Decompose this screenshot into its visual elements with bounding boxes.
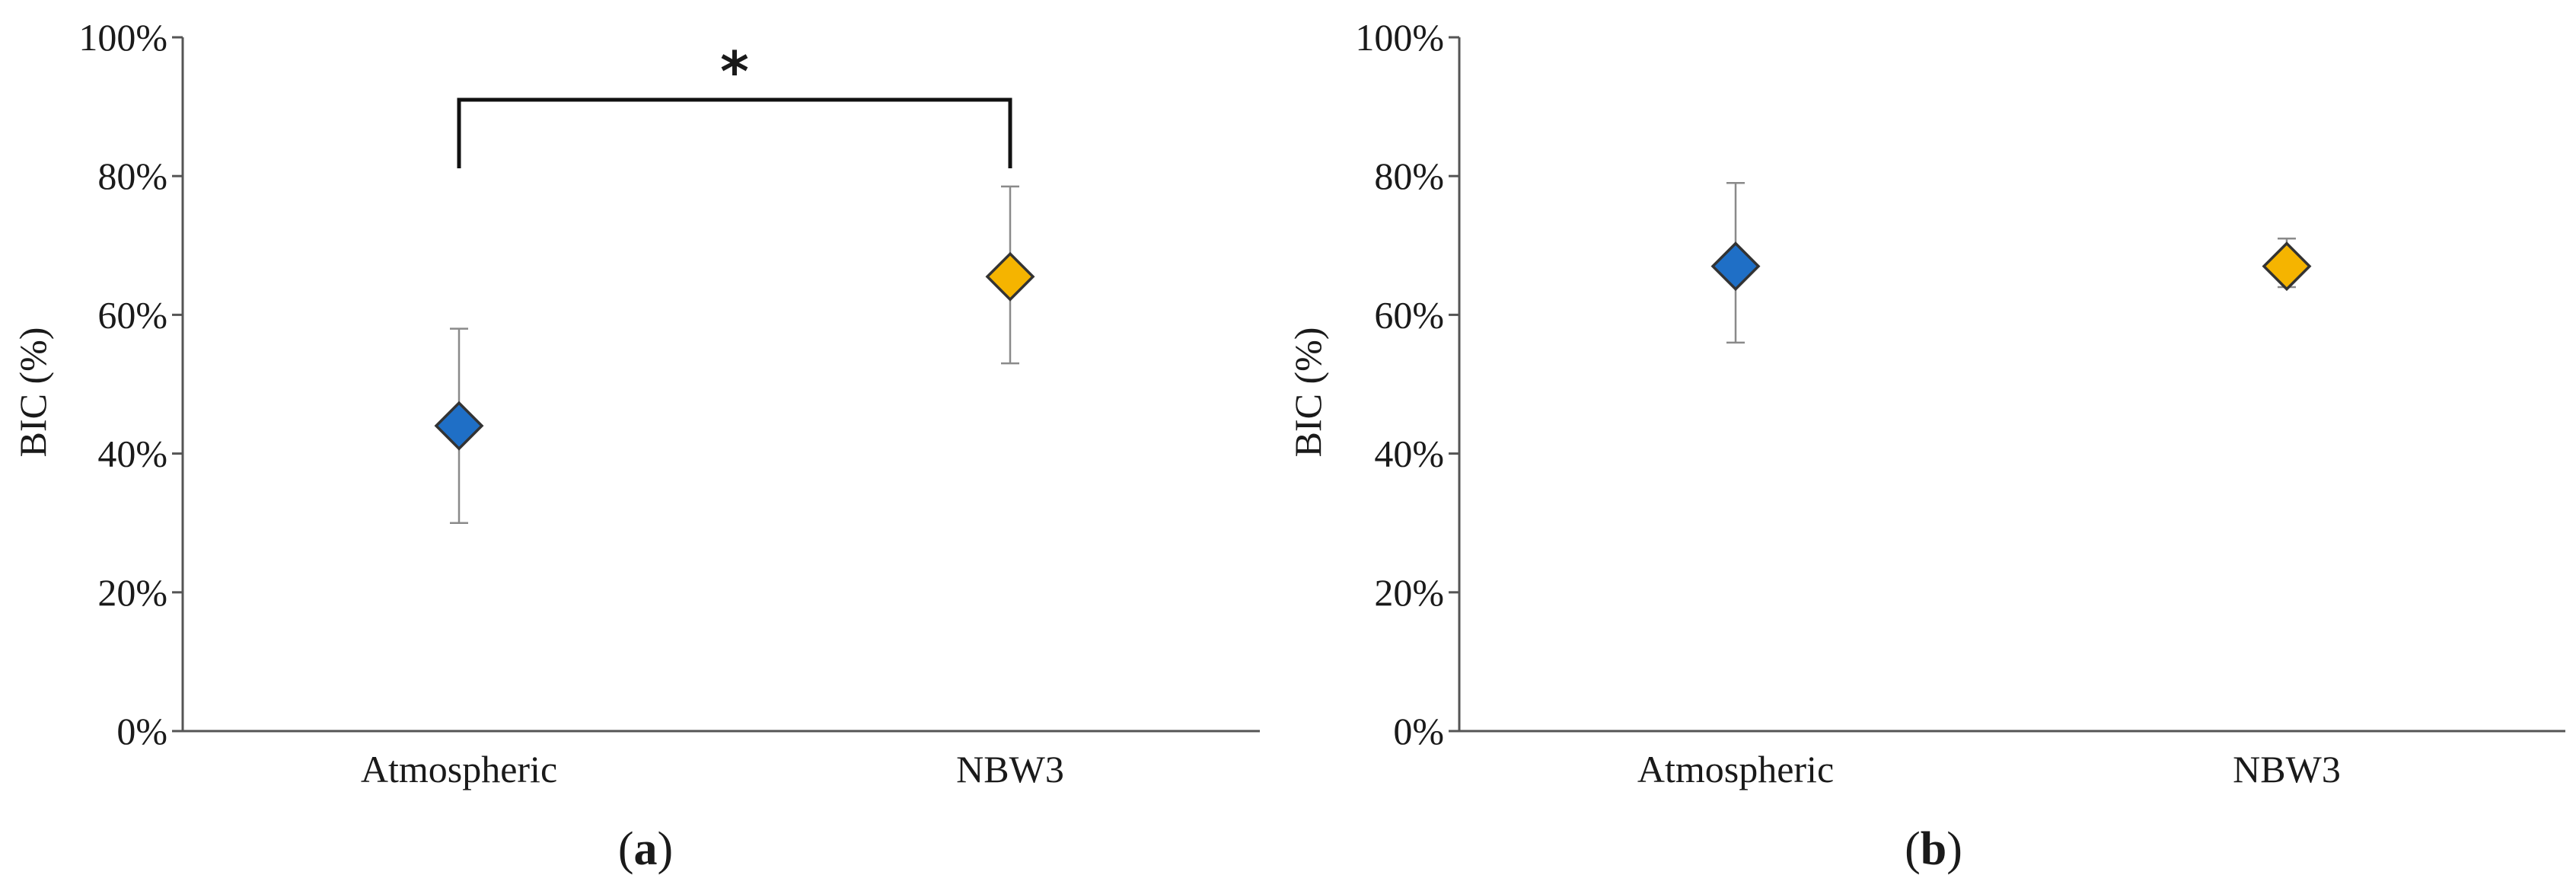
y-tick-label: 100% [78,16,167,59]
panel-a-x-tick-labels: Atmospheric NBW3 [361,748,1064,790]
panel-b-label: (b) [1905,823,1962,875]
x-tick-label: Atmospheric [361,748,557,790]
panel-b-label-letter: b [1921,823,1946,875]
panel-a-label: (a) [618,823,673,875]
panel-a-y-ticks: 0% 20% 40% 60% 80% 100% [78,16,183,752]
y-tick-label: 80% [97,155,167,197]
panel-a-y-axis-label: BIC (%) [11,327,54,458]
y-tick-label: 0% [116,710,167,752]
y-tick-label: 80% [1374,155,1444,197]
panel-a-label-letter: a [634,823,658,875]
panel-a-markers [434,251,1035,451]
significance-star: * [720,40,749,104]
y-tick-label: 40% [1374,433,1444,475]
y-tick-label: 60% [97,293,167,336]
panel-b-error-bars [1726,182,2296,344]
panel-b-y-axis-label: BIC (%) [1286,327,1329,458]
y-tick-label: 0% [1393,710,1444,752]
y-tick-label: 60% [1374,293,1444,336]
y-tick-label: 20% [97,571,167,614]
y-tick-label: 20% [1374,571,1444,614]
data-point-diamond [434,401,484,451]
panel-b-markers [1710,241,2312,292]
panel-a-chart: BIC (%) 0% 20% 40% 60% 80% 100% * Atmospheric… [11,16,1260,875]
panel-a-error-bars [450,185,1019,524]
data-point-diamond [2262,241,2312,292]
x-tick-label: NBW3 [2233,748,2341,790]
panel-b-chart: BIC (%) 0% 20% 40% 60% 80% 100% Atmospheric NB… [1286,16,2565,875]
data-point-diamond [985,251,1035,302]
significance-bracket [457,97,1012,168]
panel-b-x-tick-labels: Atmospheric NBW3 [1637,748,2341,790]
data-point-diamond [1710,241,1761,292]
panel-b-y-ticks: 0% 20% 40% 60% 80% 100% [1355,16,1459,752]
y-tick-label: 100% [1355,16,1444,59]
x-tick-label: NBW3 [956,748,1064,790]
y-tick-label: 40% [97,433,167,475]
panel-a-significance-bracket: * [457,40,1012,168]
x-tick-label: Atmospheric [1637,748,1834,790]
